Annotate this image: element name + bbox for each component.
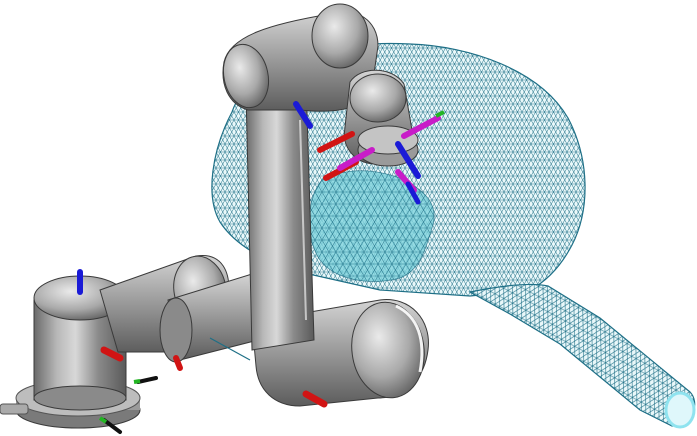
tool-z-axis — [395, 141, 421, 179]
robot-upper-arm[interactable] — [159, 273, 267, 363]
tool-magenta-axis-1 — [401, 115, 441, 139]
frame-markers — [77, 101, 445, 434]
tool-x-axis — [317, 131, 355, 153]
forearm-z-axis — [293, 101, 313, 129]
robot-base[interactable] — [0, 275, 141, 429]
robot-arm[interactable] — [0, 3, 430, 429]
tool-y-axis — [435, 110, 445, 118]
tool-magenta-axis-2 — [337, 147, 375, 171]
shoulder-x-axis — [173, 355, 183, 371]
mesh-tube-opening — [664, 391, 696, 429]
mesh-contact-patch-wireframe — [309, 170, 435, 282]
base-y-axis — [136, 376, 158, 384]
tool-z2-axis — [405, 181, 421, 205]
base-x-axis — [100, 346, 124, 362]
elbow-x-axis — [302, 390, 328, 408]
mesh-tube-wireframe — [470, 284, 695, 426]
base-aux-axis — [102, 418, 122, 434]
robot-wrist-1[interactable] — [218, 3, 379, 112]
